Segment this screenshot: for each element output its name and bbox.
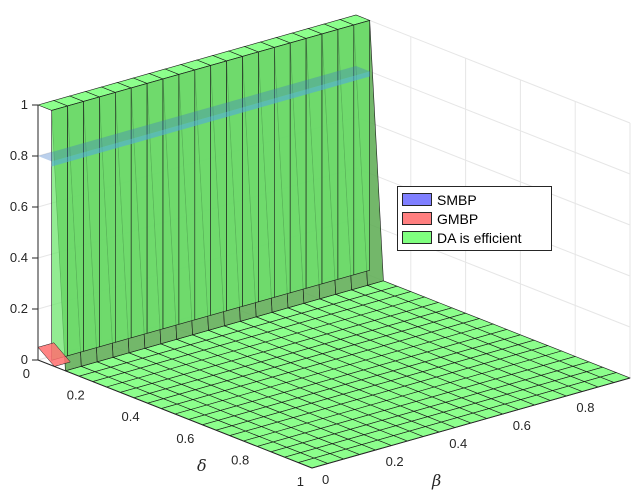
- z-tick-label: 1: [21, 97, 28, 112]
- surface-wall-cell: [162, 74, 180, 330]
- surface-wall-cell: [226, 56, 243, 312]
- surface-wall-cell: [242, 51, 259, 307]
- z-tick-label: 0: [21, 352, 28, 367]
- surface-wall-cell: [67, 101, 84, 357]
- surface-wall-cell: [146, 78, 164, 334]
- beta-axis-line: [311, 377, 631, 469]
- legend-swatch-smbp: [402, 193, 432, 206]
- surface-wall-cell: [178, 69, 196, 325]
- surface-mesh: [37, 14, 631, 469]
- z-tick-label: 0.6: [10, 199, 28, 214]
- z-tick-label: 0.4: [10, 250, 28, 265]
- delta-tick-label: 0.6: [176, 431, 194, 446]
- delta-tick-label: 0.8: [231, 452, 249, 467]
- beta-tick-label: 0.2: [386, 454, 404, 469]
- smbp-band-edge: [51, 71, 370, 167]
- surface-wall-cell: [130, 83, 148, 339]
- legend-item-gmbp: GMBP: [402, 209, 547, 228]
- surface-wall-cell: [51, 105, 68, 361]
- surface-wall-cell: [289, 38, 307, 294]
- delta-tick-label: 0.2: [67, 388, 85, 403]
- surface-wall-cell: [305, 33, 323, 289]
- surface-wall-cell: [258, 47, 275, 303]
- grid-line: [355, 116, 631, 226]
- beta-tick-label: 0.6: [513, 418, 531, 433]
- surface-wall-cell: [83, 96, 100, 352]
- legend-item-smbp: SMBP: [402, 190, 547, 209]
- delta-tick-label: 0: [23, 366, 30, 381]
- legend-label-smbp: SMBP: [437, 191, 477, 208]
- delta-tick-label: 0.4: [122, 409, 140, 424]
- surface-wall-cell: [273, 42, 291, 298]
- beta-tick-label: 0.4: [449, 436, 467, 451]
- legend-label-da-efficient: DA is efficient: [437, 229, 522, 246]
- surface-wall-cell: [337, 24, 355, 280]
- legend-label-gmbp: GMBP: [437, 210, 479, 227]
- tick-labels: 0 0.2 0.4 0.6 0.8 1 0 0.2 0.4 0.6 0.8 1 0 0.2 0.4 0.6 0.…: [10, 97, 595, 489]
- surface-wall-cell: [210, 60, 227, 316]
- legend-swatch-da-efficient: [402, 231, 432, 244]
- legend-swatch-gmbp: [402, 212, 432, 225]
- surface-wall-cell: [115, 87, 132, 343]
- gmbp-patch: [37, 342, 71, 367]
- z-tick-label: 0.8: [10, 148, 28, 163]
- legend-item-da-efficient: DA is efficient: [402, 228, 547, 247]
- surface-wall-cell: [194, 65, 211, 321]
- axes: [32, 104, 631, 469]
- beta-tick-label: 0: [322, 472, 329, 487]
- smbp-band: [38, 66, 370, 162]
- beta-axis-label: β: [431, 471, 441, 490]
- surface-wall-cell: [99, 92, 116, 348]
- surface-wall-cell: [353, 20, 371, 276]
- grid-line: [355, 65, 631, 175]
- surface-wall-cell: [321, 29, 339, 285]
- legend: SMBP GMBP DA is efficient: [397, 186, 552, 251]
- delta-axis-line: [37, 359, 313, 469]
- z-tick-label: 0.2: [10, 301, 28, 316]
- beta-tick-label: 0.8: [576, 400, 594, 415]
- delta-tick-label: 1: [297, 474, 304, 489]
- grid-line: [355, 14, 631, 124]
- delta-axis-label: δ: [197, 456, 207, 475]
